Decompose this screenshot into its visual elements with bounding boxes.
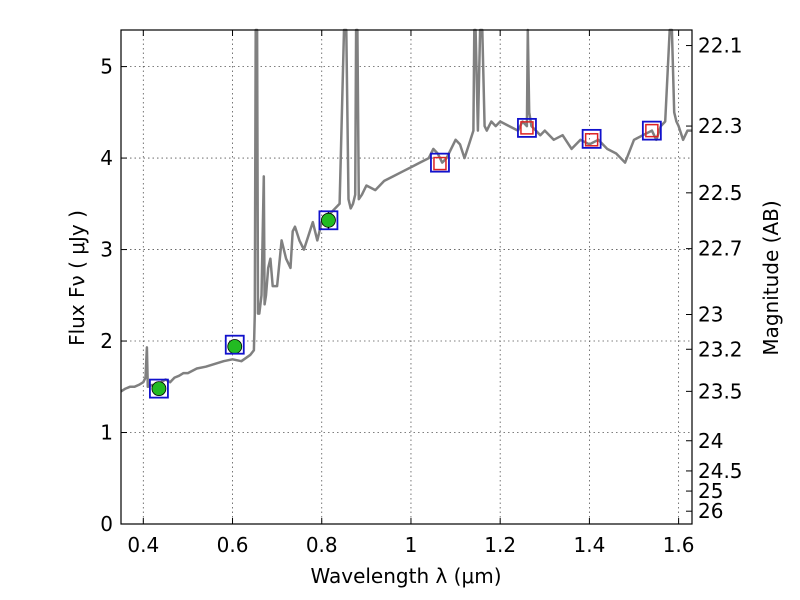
x-axis-label: Wavelength λ (μm) bbox=[310, 564, 501, 588]
plot-frame bbox=[120, 29, 693, 525]
observed-flux-square bbox=[645, 123, 659, 138]
x-tick-label: 1.4 bbox=[573, 533, 605, 557]
magnitude-tick-label: 23 bbox=[698, 303, 723, 327]
y-tick-label: 1 bbox=[100, 421, 113, 445]
observed-flux-point bbox=[321, 212, 336, 228]
model-photometry-square bbox=[641, 120, 662, 141]
observed-flux-square bbox=[433, 156, 447, 171]
model-photometry-square bbox=[149, 378, 169, 399]
magnitude-tick-label: 25 bbox=[698, 479, 723, 503]
x-tick-label: 0.8 bbox=[306, 533, 338, 557]
x-tick-label: 1 bbox=[405, 533, 418, 557]
magnitude-tick-label: 23.5 bbox=[698, 379, 743, 403]
magnitude-tick-label: 24 bbox=[698, 429, 723, 453]
model-photometry-square bbox=[224, 334, 245, 355]
observed-flux-square bbox=[520, 121, 534, 135]
observed-flux-square bbox=[584, 133, 599, 147]
observed-flux-point bbox=[151, 381, 167, 397]
model-photometry-square bbox=[517, 117, 537, 138]
x-tick-label: 1.2 bbox=[484, 533, 516, 557]
photometry-markers bbox=[149, 117, 662, 399]
magnitude-tick-label: 23.2 bbox=[698, 337, 743, 361]
magnitude-tick-label: 22.7 bbox=[698, 237, 743, 261]
x-tick-label: 0.4 bbox=[127, 533, 159, 557]
model-photometry-square bbox=[430, 152, 450, 173]
observed-flux-point bbox=[227, 339, 243, 354]
y-axis-label-right: Magnitude (AB) bbox=[759, 200, 783, 355]
y-tick-label: 3 bbox=[100, 238, 113, 262]
magnitude-tick-label: 22.3 bbox=[698, 114, 743, 138]
magnitude-tick-label: 26 bbox=[698, 499, 723, 523]
y-tick-label: 5 bbox=[100, 55, 113, 79]
x-tick-label: 1.6 bbox=[663, 533, 695, 557]
magnitude-tick-label: 22.1 bbox=[698, 34, 743, 58]
y-tick-label: 0 bbox=[100, 512, 113, 536]
model-photometry-square bbox=[318, 210, 339, 231]
y-tick-label: 2 bbox=[100, 329, 113, 353]
model-spectrum-line bbox=[120, 28, 692, 393]
model-photometry-square bbox=[581, 128, 602, 149]
model-spectrum bbox=[120, 28, 692, 393]
x-tick-label: 0.6 bbox=[217, 533, 249, 557]
magnitude-tick-label: 24.5 bbox=[698, 459, 743, 483]
y-axis-label-left: Flux Fν ( μJy ) bbox=[65, 210, 89, 346]
axis-ticks: 0.4 0.6 0.8 1 1.2 1.4 1.601234522.122.322.522.… bbox=[100, 30, 743, 557]
y-tick-label: 4 bbox=[100, 146, 113, 170]
grid bbox=[121, 30, 692, 525]
magnitude-tick-label: 22.5 bbox=[698, 181, 743, 205]
